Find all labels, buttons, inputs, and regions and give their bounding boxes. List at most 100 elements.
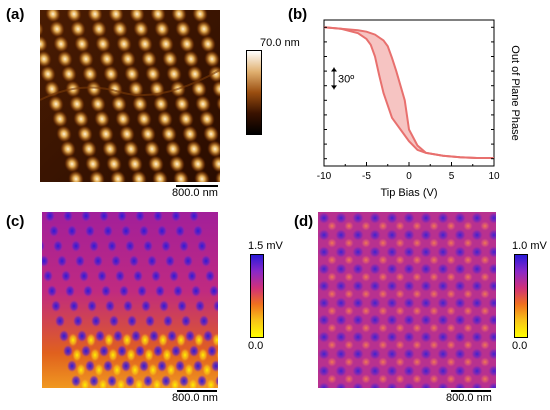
amplitude-spot (79, 270, 89, 282)
topography-bump (76, 125, 94, 143)
amplitude-spot (51, 300, 61, 312)
topography-bump (207, 65, 220, 83)
amplitude-bright-spot (327, 357, 337, 367)
topography-bump (215, 95, 220, 113)
amplitude-bright-spot (378, 306, 388, 316)
topography-bump (193, 170, 211, 182)
colorbar-a (246, 50, 262, 135)
panel-label-c: (c) (6, 213, 25, 230)
amplitude-bright-spot (206, 378, 216, 388)
amplitude-spot (107, 375, 117, 387)
amplitude-dark-spot (454, 365, 466, 377)
amplitude-bright-spot (412, 289, 422, 299)
panel-label-d: (d) (294, 213, 314, 230)
topography-bump (149, 10, 167, 23)
colorbar-d-max-label: 1.0 mV (512, 240, 547, 252)
topography-bump (107, 10, 125, 23)
amplitude-dark-spot (318, 246, 330, 258)
amplitude-spot (71, 240, 81, 252)
topography-bump (191, 10, 209, 23)
amplitude-bright-spot (446, 374, 456, 384)
amplitude-dark-spot (437, 314, 449, 326)
amplitude-bright-spot (212, 333, 218, 347)
amplitude-dark-spot (488, 348, 496, 360)
amplitude-spot (181, 315, 191, 327)
amplitude-bright-spot (130, 363, 140, 377)
amplitude-image-c (42, 212, 218, 388)
amplitude-dark-spot (352, 212, 364, 224)
topography-bump (56, 50, 74, 68)
amplitude-spot (157, 225, 167, 237)
amplitude-spot (189, 345, 199, 357)
topography-bump (40, 50, 53, 68)
amplitude-dark-spot (454, 229, 466, 241)
amplitude-dark-spot (352, 314, 364, 326)
amplitude-dark-spot (488, 263, 496, 275)
topography-bump (153, 20, 171, 38)
amplitude-spot (125, 240, 135, 252)
amplitude-spot (197, 375, 207, 387)
amplitude-dark-spot (335, 331, 347, 343)
amplitude-spot (161, 375, 171, 387)
amplitude-bright-spot (86, 333, 96, 347)
amplitude-spot (55, 315, 65, 327)
amplitude-dark-spot (437, 382, 449, 388)
amplitude-dark-spot (471, 382, 483, 388)
amplitude-spot (109, 315, 119, 327)
amplitude-bright-spot (395, 374, 405, 384)
topography-bump (97, 125, 115, 143)
amplitude-dark-spot (318, 263, 330, 275)
amplitude-bright-spot (463, 238, 473, 248)
topography-bump (68, 95, 86, 113)
amplitude-bright-spot (361, 306, 371, 316)
amplitude-dark-spot (335, 263, 347, 275)
topography-bump (190, 80, 208, 98)
topography-bump (122, 140, 140, 158)
amplitude-bright-spot (446, 272, 456, 282)
x-tick-label: -10 (317, 171, 332, 182)
topography-bump (90, 20, 108, 38)
amplitude-bright-spot (344, 340, 354, 350)
amplitude-bright-spot (344, 306, 354, 316)
amplitude-spot (139, 225, 149, 237)
amplitude-dark-spot (471, 229, 483, 241)
amplitude-dark-spot (420, 263, 432, 275)
topography-bump (128, 10, 146, 23)
amplitude-spot (121, 225, 131, 237)
amplitude-spot (161, 240, 171, 252)
amplitude-dark-spot (335, 246, 347, 258)
amplitude-dark-spot (471, 246, 483, 258)
amplitude-bright-spot (412, 221, 422, 231)
amplitude-spot (197, 240, 207, 252)
amplitude-bright-spot (144, 348, 154, 362)
amplitude-dark-spot (352, 280, 364, 292)
panel-label-a: (a) (6, 6, 25, 23)
amplitude-bright-spot (170, 378, 180, 388)
topography-bump (52, 35, 70, 53)
topography-bump (40, 35, 49, 53)
amplitude-bright-spot (463, 357, 473, 367)
topography-bump (186, 65, 204, 83)
amplitude-spot (133, 270, 143, 282)
amplitude-spot (193, 360, 203, 372)
amplitude-bright-spot (152, 378, 162, 388)
topography-bump (189, 155, 207, 173)
amplitude-bright-spot (412, 255, 422, 265)
hysteresis-chart: -10 -5 0 5 10 30º Tip Bias (V) Out of Plane … (317, 19, 521, 199)
amplitude-bright-spot (412, 323, 422, 333)
amplitude-spot (217, 317, 218, 325)
amplitude-bright-spot (72, 348, 82, 362)
amplitude-spot (123, 300, 133, 312)
amplitude-spot (165, 255, 175, 267)
amplitude-bright-spot (429, 374, 439, 384)
amplitude-bright-spot (378, 374, 388, 384)
amplitude-spot (47, 285, 57, 297)
amplitude-bright-spot (480, 238, 490, 248)
amplitude-bright-spot (378, 221, 388, 231)
annotation-arrowhead-top (331, 67, 337, 72)
amplitude-dark-spot (403, 280, 415, 292)
amplitude-dark-spot (403, 246, 415, 258)
amplitude-spot (113, 330, 123, 342)
amplitude-bright-spot (429, 238, 439, 248)
amplitude-bright-spot (446, 255, 456, 265)
